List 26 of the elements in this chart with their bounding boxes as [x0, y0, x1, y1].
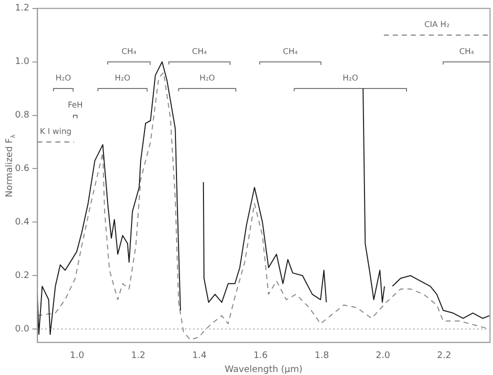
- x-tick-label: 1.6: [253, 351, 268, 362]
- y-tick-label: 0.0: [14, 324, 30, 334]
- series-label: H₂O: [342, 74, 358, 83]
- y-tick-label: 0.4: [14, 218, 30, 228]
- x-tick-label: 1.0: [70, 351, 84, 362]
- x-tick-label: 1.4: [192, 351, 207, 362]
- series-label: CH₄: [122, 46, 136, 56]
- x-tick-label: 2.0: [376, 351, 390, 362]
- y-tick-label: 0.6: [14, 164, 30, 174]
- series-label: CH₄: [192, 46, 207, 56]
- series-label: H₂O: [114, 74, 130, 83]
- y-tick-label: 1.0: [14, 57, 30, 68]
- x-tick-label: 1.2: [131, 351, 146, 362]
- x-tick-label: 2.2: [436, 351, 452, 362]
- series-label: CIA H₂: [424, 20, 450, 30]
- y-tick-label: 1.2: [14, 4, 30, 14]
- y-tick-label: 0.8: [14, 110, 30, 121]
- series-label: CH₄: [282, 46, 298, 56]
- series-label: H₂O: [199, 74, 215, 83]
- x-tick-label: 1.8: [314, 351, 330, 362]
- series-label: K I wing: [40, 127, 72, 136]
- x-axis-title: Wavelength (µm): [224, 364, 303, 375]
- series-label: H₂O: [56, 74, 72, 83]
- y-tick-label: 0.2: [14, 270, 30, 281]
- series-label: FeH: [68, 100, 83, 110]
- series-label: CH₄: [459, 46, 474, 56]
